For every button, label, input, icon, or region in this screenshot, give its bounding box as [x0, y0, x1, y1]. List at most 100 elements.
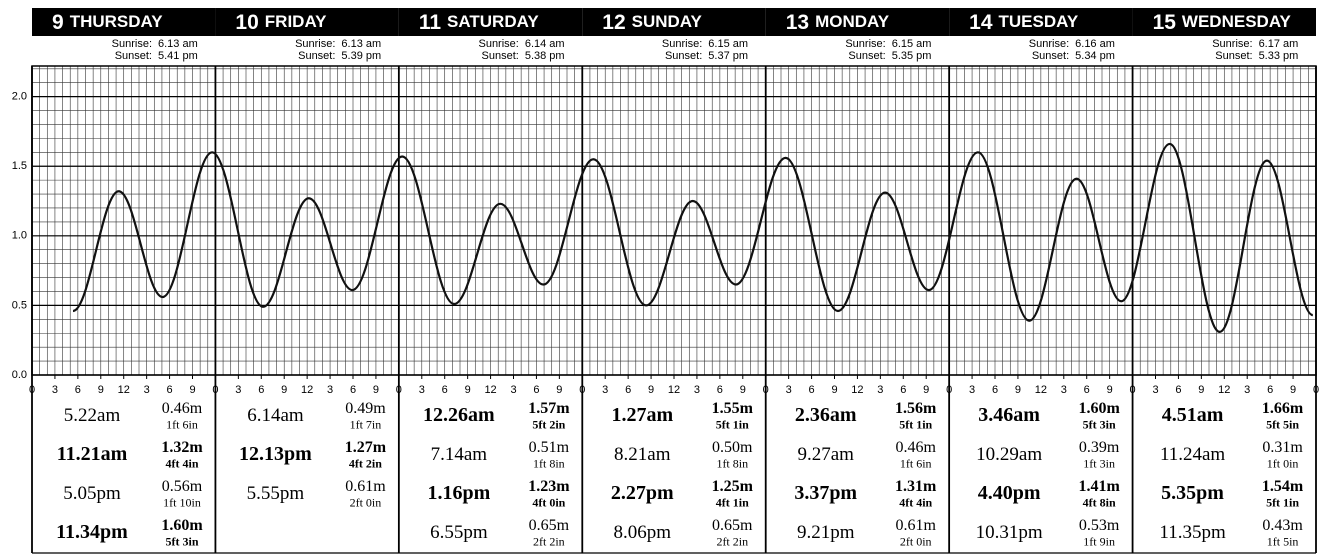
- tide-height-ft: 1ft 0in: [1267, 456, 1299, 470]
- tide-height-ft: 4ft 4in: [166, 456, 199, 470]
- tide-height-m: 1.41m: [1078, 478, 1120, 495]
- tide-time: 3.46am: [978, 404, 1040, 426]
- sunset-label: Sunset:: [665, 50, 702, 62]
- day-title: 15 WEDNESDAY: [1153, 11, 1292, 34]
- x-tick-label: 6: [167, 384, 173, 396]
- x-tick-label: 12: [484, 384, 496, 396]
- day-header: [398, 8, 583, 36]
- x-tick-label: 6: [717, 384, 723, 396]
- tide-height-ft: 2ft 0in: [350, 495, 382, 509]
- tide-height-ft: 5ft 3in: [1083, 417, 1116, 431]
- x-tick-label: 6: [1175, 384, 1181, 396]
- tide-height-ft: 1ft 10in: [163, 495, 201, 509]
- tide-height-m: 1.66m: [1262, 400, 1304, 417]
- tide-height-m: 1.25m: [712, 478, 754, 495]
- x-tick-label: 3: [510, 384, 516, 396]
- day-number: 10: [235, 11, 258, 34]
- tide-height-ft: 2ft 2in: [716, 534, 748, 548]
- x-tick-label: 3: [235, 384, 241, 396]
- x-tick-label: 12: [301, 384, 313, 396]
- tide-time: 2.36am: [795, 404, 857, 426]
- x-tick-label: 3: [1152, 384, 1158, 396]
- sunset-label: Sunset:: [1032, 50, 1069, 62]
- day-title: 13 MONDAY: [786, 11, 890, 34]
- x-tick-label: 6: [258, 384, 264, 396]
- tide-height-ft: 2ft 2in: [533, 534, 565, 548]
- sunrise-time: 6.15 am: [892, 38, 932, 50]
- x-tick-label: 0: [29, 384, 35, 396]
- tide-height-ft: 1ft 3in: [1083, 456, 1115, 470]
- tide-height-m: 0.51m: [529, 439, 570, 456]
- sunset-time: 5.35 pm: [892, 50, 932, 62]
- sunrise-time: 6.13 am: [158, 38, 198, 50]
- x-tick-label: 0: [946, 384, 952, 396]
- tide-height-m: 1.60m: [1078, 400, 1120, 417]
- tide-time: 10.31pm: [976, 522, 1043, 543]
- day-title: 9 THURSDAY: [52, 11, 163, 34]
- x-tick-label: 3: [1061, 384, 1067, 396]
- tide-time: 9.27am: [797, 444, 854, 465]
- tide-time: 2.27pm: [611, 482, 674, 504]
- x-tick-label: 6: [1267, 384, 1273, 396]
- x-tick-label: 3: [419, 384, 425, 396]
- sunrise-time: 6.13 am: [341, 38, 381, 50]
- sunset-label: Sunset:: [482, 50, 519, 62]
- sunrise-label: Sunrise:: [478, 38, 518, 50]
- tide-height-m: 1.57m: [528, 400, 570, 417]
- tide-height-m: 0.61m: [345, 478, 386, 495]
- tide-time: 8.06pm: [614, 522, 672, 543]
- day-name: WEDNESDAY: [1182, 12, 1292, 31]
- tide-height-m: 0.43m: [1262, 517, 1303, 534]
- tide-height-ft: 4ft 1in: [716, 495, 749, 509]
- tide-height-m: 0.49m: [345, 400, 386, 417]
- tide-height-ft: 5ft 3in: [166, 534, 199, 548]
- x-tick-label: 3: [144, 384, 150, 396]
- tide-height-m: 0.31m: [1262, 439, 1303, 456]
- sunrise-label: Sunrise:: [662, 38, 702, 50]
- x-tick-label: 9: [1290, 384, 1296, 396]
- sunset-label: Sunset:: [298, 50, 335, 62]
- tide-height-m: 1.32m: [161, 439, 203, 456]
- tide-height-m: 0.53m: [1079, 517, 1120, 534]
- tide-height-m: 1.31m: [895, 478, 937, 495]
- tide-time: 4.51am: [1162, 404, 1224, 426]
- day-title: 11 SATURDAY: [419, 11, 539, 34]
- tide-height-m: 0.65m: [529, 517, 570, 534]
- tide-height-m: 1.23m: [528, 478, 570, 495]
- x-tick-label: 9: [556, 384, 562, 396]
- x-tick-label: 6: [992, 384, 998, 396]
- x-tick-label: 3: [1244, 384, 1250, 396]
- x-tick-label: 3: [694, 384, 700, 396]
- tide-height-ft: 4ft 8in: [1083, 495, 1116, 509]
- x-tick-label: 6: [442, 384, 448, 396]
- day-header: [1132, 8, 1316, 36]
- sunrise-time: 6.14 am: [525, 38, 565, 50]
- tide-time: 11.24am: [1160, 444, 1225, 465]
- day-name: THURSDAY: [70, 12, 164, 31]
- x-tick-label: 0: [763, 384, 769, 396]
- tide-time: 5.22am: [64, 405, 121, 426]
- x-tick-label: 6: [900, 384, 906, 396]
- sunset-label: Sunset:: [848, 50, 885, 62]
- tide-time: 7.14am: [431, 444, 488, 465]
- day-number: 13: [786, 11, 809, 34]
- y-tick-label: 1.0: [12, 230, 27, 242]
- tide-height-m: 0.61m: [895, 517, 936, 534]
- tide-time: 6.55pm: [430, 522, 488, 543]
- x-tick-label: 9: [923, 384, 929, 396]
- x-tick-label: 9: [1107, 384, 1113, 396]
- x-tick-label: 9: [740, 384, 746, 396]
- y-tick-label: 1.5: [12, 160, 27, 172]
- tide-height-ft: 4ft 4in: [899, 495, 932, 509]
- sunset-time: 5.37 pm: [708, 50, 748, 62]
- x-tick-label: 6: [809, 384, 815, 396]
- tide-time: 8.21am: [614, 444, 671, 465]
- tide-time: 11.34pm: [56, 521, 128, 543]
- x-tick-label: 12: [1035, 384, 1047, 396]
- day-title: 12 SUNDAY: [602, 11, 702, 34]
- tide-height-m: 0.56m: [162, 478, 203, 495]
- tide-curve: [72, 142, 1314, 333]
- tide-time: 5.35pm: [1161, 482, 1224, 504]
- x-tick-label: 6: [625, 384, 631, 396]
- sunset-label: Sunset:: [1215, 50, 1252, 62]
